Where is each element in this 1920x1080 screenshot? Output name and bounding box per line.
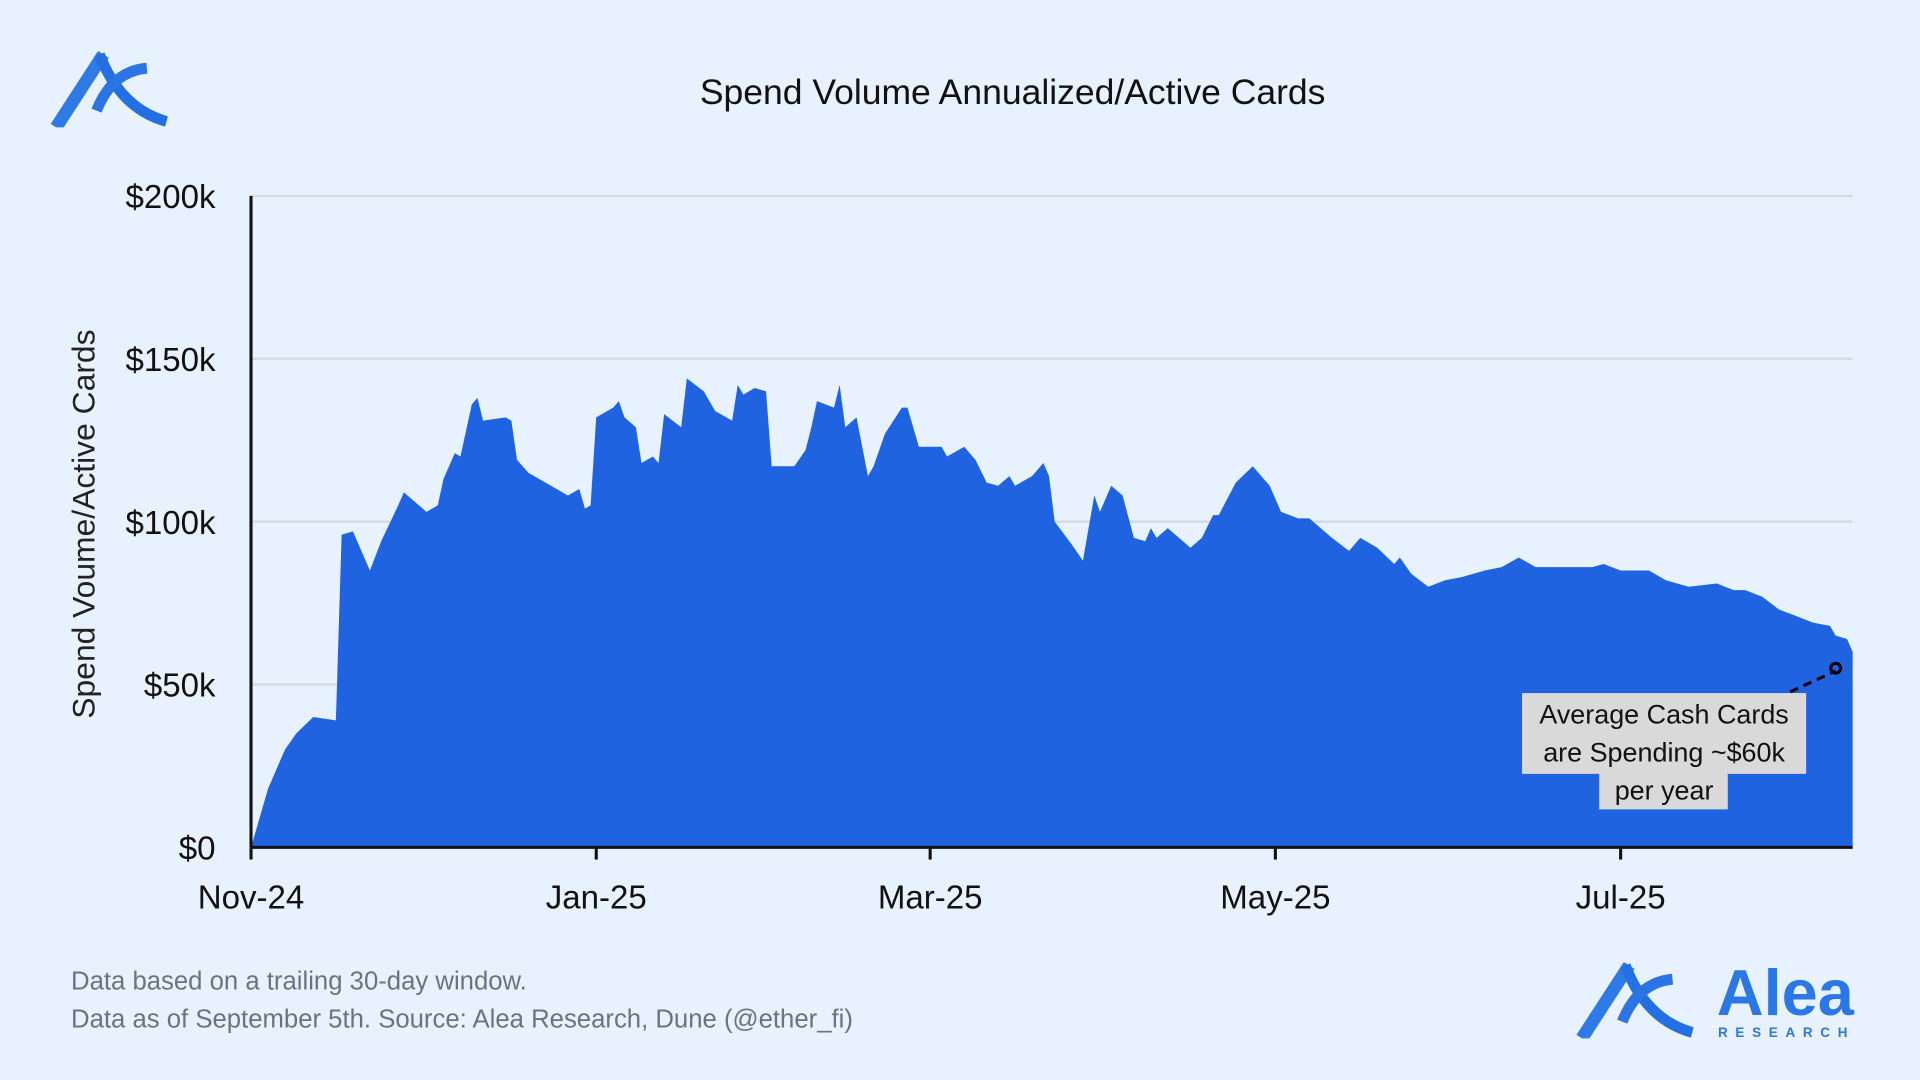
annotation-line-2: are Spending ~$60k — [1543, 738, 1785, 768]
annotation-line-3: per year — [1615, 776, 1714, 806]
annotation-box-tail — [1599, 772, 1728, 810]
alea-brand-mark-icon — [1582, 965, 1692, 1038]
chart-title: Spend Volume Annualized/Active Cards — [700, 72, 1326, 112]
x-tick-label: Jan-25 — [546, 880, 647, 917]
x-tick-label: Jul-25 — [1576, 880, 1666, 917]
x-tick-label: Mar-25 — [878, 880, 983, 917]
area-series — [251, 378, 1853, 848]
y-axis-label: Spend Voume/Active Cards — [65, 329, 101, 718]
brand-name: Alea — [1717, 956, 1855, 1029]
y-tick-label: $200k — [125, 179, 216, 216]
annotation-leader-line — [1789, 669, 1837, 694]
y-tick-label: $100k — [125, 505, 216, 542]
x-tick-label: Nov-24 — [198, 880, 305, 917]
annotation-line-1: Average Cash Cards — [1539, 700, 1788, 730]
x-tick-label: May-25 — [1220, 880, 1330, 917]
footer-note-1: Data based on a trailing 30-day window. — [71, 967, 527, 995]
annotation: Average Cash Cards are Spending ~$60k pe… — [1522, 661, 1843, 810]
y-tick-label: $150k — [125, 342, 216, 379]
annotation-box — [1522, 693, 1807, 774]
y-tick-label: $50k — [144, 668, 216, 705]
brand-subtitle: RESEARCH — [1718, 1025, 1855, 1040]
footer-note-2: Data as of September 5th. Source: Alea R… — [71, 1005, 853, 1033]
y-tick-label: $0 — [179, 831, 216, 868]
annotation-marker — [1829, 661, 1843, 675]
alea-logo-icon — [56, 54, 166, 127]
